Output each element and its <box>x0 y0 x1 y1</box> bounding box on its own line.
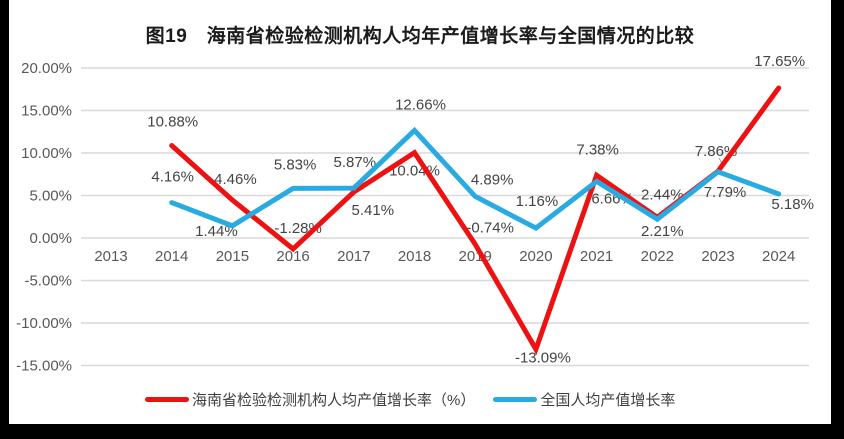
y-axis-tick-label: 20.00% <box>21 60 72 77</box>
chart-legend: 海南省检验检测机构人均产值增长率（%） 全国人均产值增长率 <box>145 389 675 410</box>
legend-item-hainan: 海南省检验检测机构人均产值增长率（%） <box>145 389 475 410</box>
data-label: -13.09% <box>515 349 571 366</box>
x-axis-tick-label: 2017 <box>337 248 370 265</box>
x-axis-tick-label: 2015 <box>216 248 249 265</box>
legend-swatch-hainan-line <box>145 397 189 402</box>
x-axis-tick-label: 2013 <box>94 248 127 265</box>
x-axis-tick-label: 2023 <box>701 248 734 265</box>
data-label: -0.74% <box>466 219 514 236</box>
data-label: 4.16% <box>151 169 194 186</box>
data-label: 7.38% <box>576 141 619 158</box>
legend-item-national: 全国人均产值增长率 <box>493 389 675 410</box>
data-label: 17.65% <box>754 53 805 70</box>
data-label: 5.18% <box>771 196 814 213</box>
data-label: 5.41% <box>352 202 395 219</box>
screen-edge-left-bar <box>0 0 9 439</box>
data-label: 5.83% <box>274 156 317 173</box>
x-axis-tick-label: 2024 <box>762 248 795 265</box>
x-axis-tick-label: 2016 <box>276 248 309 265</box>
y-axis-tick-label: -15.00% <box>16 358 72 375</box>
data-label: 7.79% <box>704 184 747 201</box>
x-axis-tick-label: 2021 <box>580 248 613 265</box>
legend-swatch-national-line <box>493 397 538 402</box>
data-label: 2.21% <box>641 223 684 240</box>
screen-edge-bottom-bar <box>0 424 844 439</box>
y-axis-tick-label: -5.00% <box>24 273 72 290</box>
y-axis-tick-label: -10.00% <box>16 315 72 332</box>
data-label: 4.89% <box>471 171 514 188</box>
x-axis-tick-label: 2020 <box>519 248 552 265</box>
data-label: 10.88% <box>147 114 198 131</box>
data-label: 1.44% <box>195 223 238 240</box>
series-line-national <box>169 126 782 232</box>
y-axis-tick-label: 0.00% <box>29 230 72 247</box>
data-label: 4.46% <box>214 171 257 188</box>
x-axis-tick-label: 2022 <box>641 248 674 265</box>
y-axis-tick-label: 15.00% <box>21 103 72 120</box>
y-axis-tick-label: 10.00% <box>21 145 72 162</box>
chart-title: 图19 海南省检验检测机构人均年产值增长率与全国情况的比较 <box>145 26 695 47</box>
data-label: 5.87% <box>334 154 377 171</box>
data-label: 12.66% <box>395 96 446 113</box>
y-axis-tick-label: 5.00% <box>29 188 72 205</box>
data-label: 1.16% <box>516 193 559 210</box>
legend-label-hainan: 海南省检验检测机构人均产值增长率（%） <box>192 392 476 409</box>
screen-edge-right-bar <box>831 0 844 439</box>
x-axis-tick-label: 2018 <box>398 248 431 265</box>
legend-label-national: 全国人均产值增长率 <box>540 392 676 409</box>
x-axis-tick-label: 2014 <box>155 248 188 265</box>
data-label: 2.44% <box>641 186 684 203</box>
